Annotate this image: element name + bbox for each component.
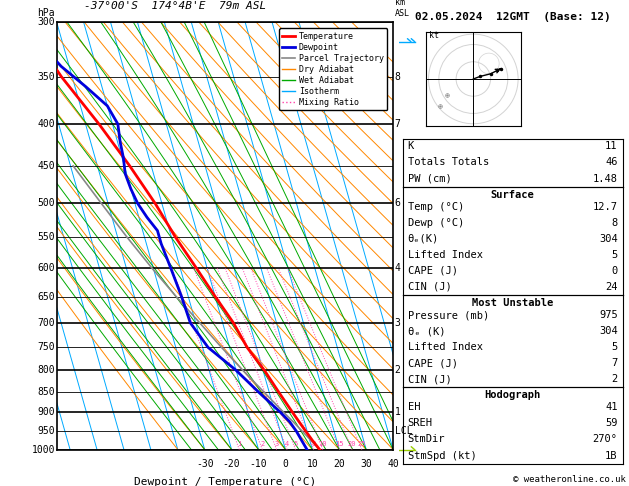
Text: 3: 3: [395, 318, 401, 328]
Text: 4: 4: [395, 263, 401, 273]
Text: 12.7: 12.7: [593, 202, 618, 212]
Text: © weatheronline.co.uk: © weatheronline.co.uk: [513, 474, 626, 484]
Text: ⊕: ⊕: [438, 102, 443, 111]
Text: 500: 500: [37, 198, 55, 208]
Text: θₑ(K): θₑ(K): [408, 234, 439, 244]
Text: 550: 550: [37, 232, 55, 242]
Text: 1.48: 1.48: [593, 174, 618, 184]
Text: 300: 300: [37, 17, 55, 27]
Text: Lifted Index: Lifted Index: [408, 250, 482, 260]
Text: CAPE (J): CAPE (J): [408, 358, 457, 368]
Text: Lifted Index: Lifted Index: [408, 342, 482, 352]
Text: 6: 6: [395, 198, 401, 208]
Text: 20: 20: [348, 441, 356, 448]
Text: CIN (J): CIN (J): [408, 374, 452, 384]
Text: Hodograph: Hodograph: [484, 390, 541, 400]
Text: 3: 3: [274, 441, 279, 448]
Text: 304: 304: [599, 234, 618, 244]
Text: 700: 700: [37, 318, 55, 328]
Text: km
ASL: km ASL: [395, 0, 410, 17]
Text: 10: 10: [306, 459, 318, 469]
Text: 400: 400: [37, 119, 55, 129]
Text: 7: 7: [611, 358, 618, 368]
Text: 0: 0: [611, 266, 618, 276]
Text: 750: 750: [37, 342, 55, 352]
Text: 7: 7: [395, 119, 401, 129]
Text: 900: 900: [37, 407, 55, 417]
Text: kt: kt: [430, 31, 440, 40]
Text: 2: 2: [395, 365, 401, 375]
Text: 15: 15: [335, 441, 344, 448]
Text: StmSpd (kt): StmSpd (kt): [408, 451, 476, 461]
Text: StmDir: StmDir: [408, 434, 445, 445]
Text: Dewp (°C): Dewp (°C): [408, 218, 464, 228]
Text: 0: 0: [282, 459, 288, 469]
Text: 850: 850: [37, 387, 55, 397]
Text: 5: 5: [611, 250, 618, 260]
Text: 2: 2: [260, 441, 264, 448]
Text: 24: 24: [605, 282, 618, 292]
Text: PW (cm): PW (cm): [408, 174, 452, 184]
Text: 1B: 1B: [605, 451, 618, 461]
Text: -30: -30: [196, 459, 213, 469]
Text: 650: 650: [37, 292, 55, 301]
Text: -37°00'S  174°4B'E  79m ASL: -37°00'S 174°4B'E 79m ASL: [84, 1, 266, 11]
Text: 4: 4: [285, 441, 289, 448]
Text: 450: 450: [37, 161, 55, 171]
Text: 59: 59: [605, 418, 618, 429]
Text: 350: 350: [37, 71, 55, 82]
Text: 1: 1: [395, 407, 401, 417]
Text: 02.05.2024  12GMT  (Base: 12): 02.05.2024 12GMT (Base: 12): [415, 12, 611, 22]
Text: Totals Totals: Totals Totals: [408, 157, 489, 168]
Text: 5: 5: [293, 441, 298, 448]
Text: Temp (°C): Temp (°C): [408, 202, 464, 212]
Text: ⊕: ⊕: [445, 92, 450, 101]
Text: hPa: hPa: [37, 8, 55, 17]
Text: CIN (J): CIN (J): [408, 282, 452, 292]
Text: θₑ (K): θₑ (K): [408, 326, 445, 336]
Text: -20: -20: [223, 459, 240, 469]
Text: 40: 40: [387, 459, 399, 469]
Text: LCL: LCL: [395, 426, 413, 436]
Text: 1000: 1000: [31, 445, 55, 454]
Text: 41: 41: [605, 402, 618, 413]
Text: 975: 975: [599, 310, 618, 320]
Text: 800: 800: [37, 365, 55, 375]
Text: K: K: [408, 141, 414, 152]
Text: 2: 2: [611, 374, 618, 384]
Text: 600: 600: [37, 263, 55, 273]
Text: 8: 8: [311, 441, 316, 448]
Text: 304: 304: [599, 326, 618, 336]
Text: 10: 10: [318, 441, 327, 448]
Text: 46: 46: [605, 157, 618, 168]
Text: -10: -10: [250, 459, 267, 469]
Text: CAPE (J): CAPE (J): [408, 266, 457, 276]
Text: Surface: Surface: [491, 190, 535, 200]
Legend: Temperature, Dewpoint, Parcel Trajectory, Dry Adiabat, Wet Adiabat, Isotherm, Mi: Temperature, Dewpoint, Parcel Trajectory…: [279, 28, 387, 110]
Text: 30: 30: [360, 459, 372, 469]
Text: 8: 8: [395, 71, 401, 82]
Text: 8: 8: [611, 218, 618, 228]
Text: 11: 11: [605, 141, 618, 152]
Text: 20: 20: [333, 459, 345, 469]
Text: SREH: SREH: [408, 418, 433, 429]
Text: 950: 950: [37, 426, 55, 436]
Text: Dewpoint / Temperature (°C): Dewpoint / Temperature (°C): [134, 477, 316, 486]
Text: Pressure (mb): Pressure (mb): [408, 310, 489, 320]
Text: 270°: 270°: [593, 434, 618, 445]
Text: EH: EH: [408, 402, 420, 413]
Text: 1: 1: [237, 441, 242, 448]
Text: 5: 5: [611, 342, 618, 352]
Text: Most Unstable: Most Unstable: [472, 298, 554, 308]
Text: 25: 25: [357, 441, 366, 448]
